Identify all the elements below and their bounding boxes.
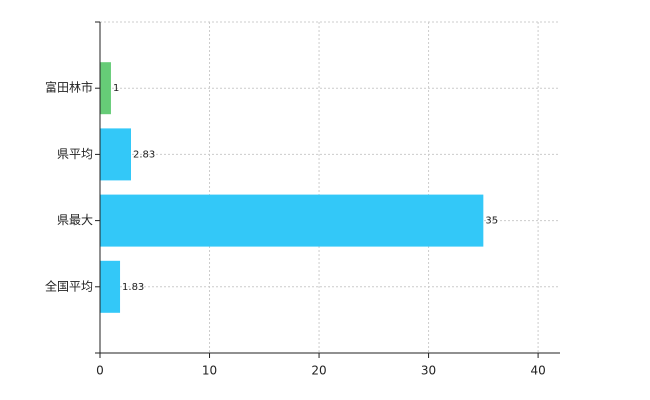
bar bbox=[100, 128, 131, 181]
bar bbox=[100, 194, 484, 247]
x-tick-label: 30 bbox=[421, 364, 436, 378]
bar bbox=[100, 260, 121, 313]
bar bbox=[100, 62, 111, 115]
x-tick-label: 10 bbox=[202, 364, 217, 378]
x-tick-label: 20 bbox=[311, 364, 326, 378]
value-label: 1.83 bbox=[122, 282, 144, 293]
value-label: 35 bbox=[485, 216, 498, 227]
y-tick-label: 全国平均 bbox=[45, 278, 93, 293]
value-label: 1 bbox=[113, 83, 119, 94]
y-tick-label: 県最大 bbox=[57, 213, 93, 227]
value-label: 2.83 bbox=[133, 149, 155, 160]
y-tick-label: 県平均 bbox=[57, 147, 93, 161]
y-tick-label: 富田林市 bbox=[45, 80, 93, 95]
x-tick-label: 0 bbox=[96, 364, 104, 378]
x-tick-label: 40 bbox=[530, 364, 545, 378]
